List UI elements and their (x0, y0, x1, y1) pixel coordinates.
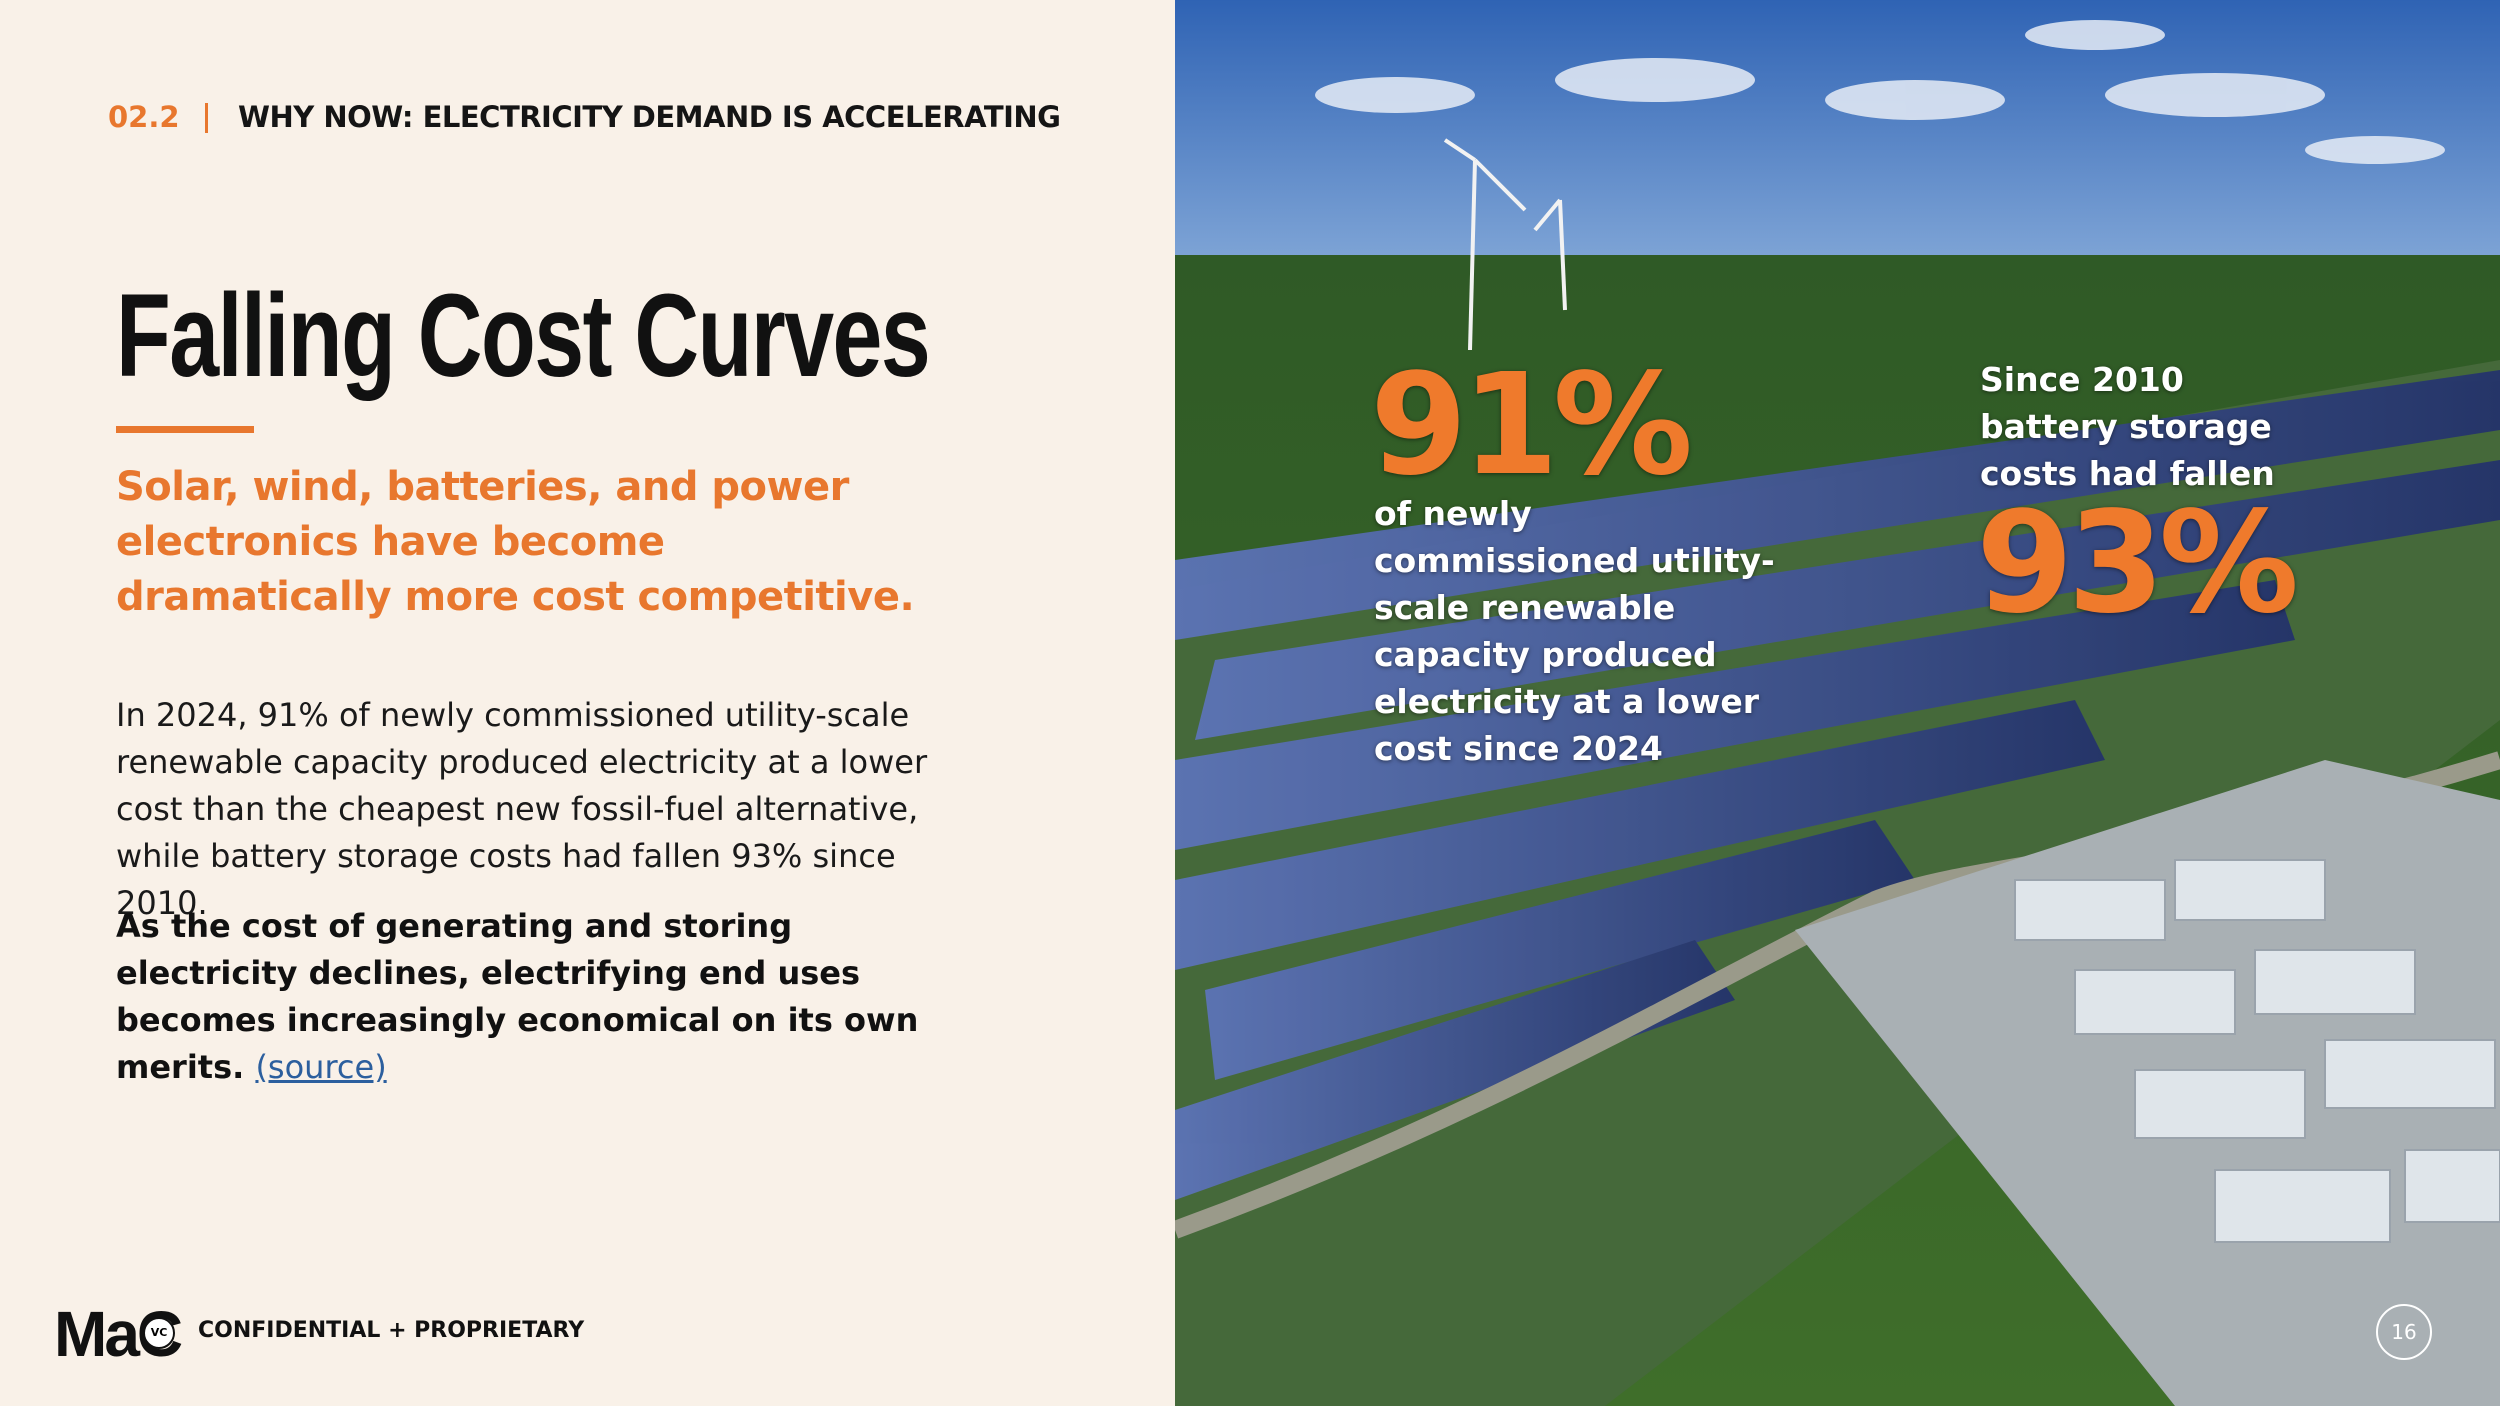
section-title: WHY NOW: ELECTRICITY DEMAND IS ACCELERAT… (238, 100, 1061, 134)
conclusion-text: As the cost of generating and storing el… (116, 907, 919, 1086)
left-panel (0, 0, 1175, 1406)
logo-badge: VC (143, 1317, 175, 1349)
stat-value: 93% (1976, 482, 2299, 645)
conclusion: As the cost of generating and storing el… (116, 903, 966, 1091)
stat-value: 91% (1370, 344, 1693, 507)
body-text: In 2024, 91% of newly commissioned utili… (116, 696, 928, 922)
section-number: 02.2 (108, 100, 180, 134)
subtitle: Solar, wind, batteries, and power electr… (116, 464, 915, 620)
divider (205, 103, 208, 133)
solar-farm-photo (1175, 0, 2500, 1406)
page-number: 16 (2376, 1304, 2432, 1360)
footer-label: CONFIDENTIAL + PROPRIETARY (198, 1318, 585, 1343)
stat-caption: of newly commissioned utility-scale rene… (1374, 494, 1775, 768)
title-rule (116, 426, 254, 433)
slide-title: Falling Cost Curves (116, 270, 931, 402)
source-link[interactable]: (source) (255, 1048, 387, 1086)
stat-lead: Since 2010 battery storage costs had fal… (1980, 360, 2275, 493)
